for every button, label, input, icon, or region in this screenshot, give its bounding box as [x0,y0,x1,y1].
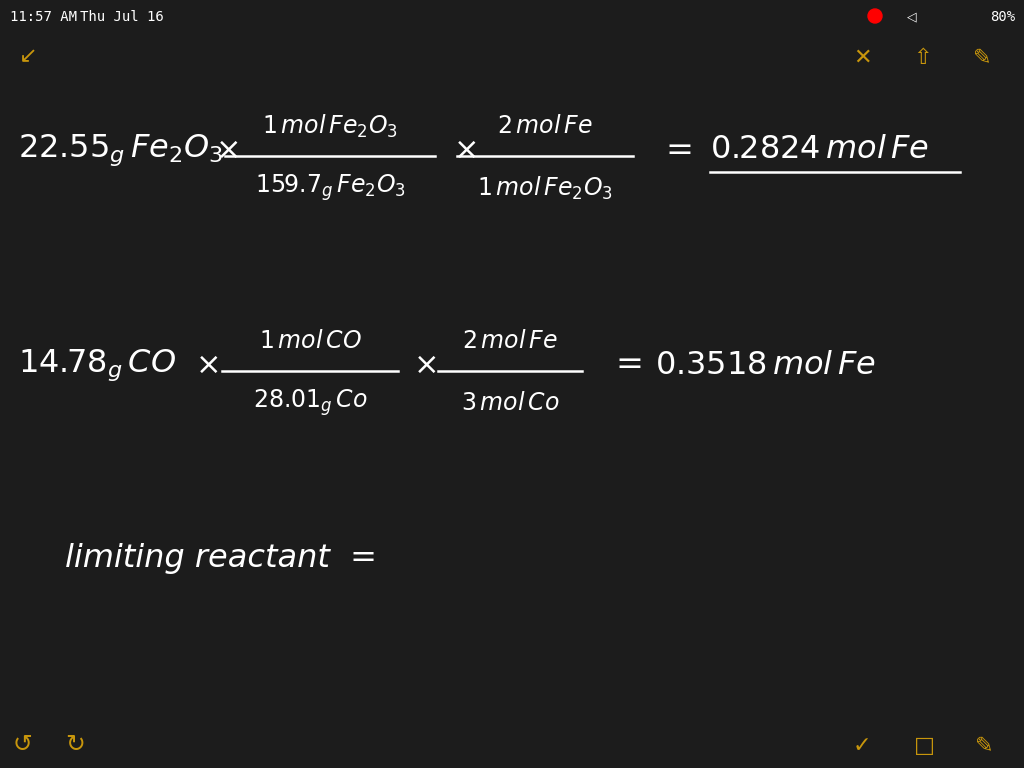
Text: ✕: ✕ [854,48,872,68]
Text: ✎: ✎ [975,736,993,756]
Text: $14.78_g\,CO$: $14.78_g\,CO$ [18,347,176,382]
Text: ↙: ↙ [18,46,37,66]
Text: $\times$: $\times$ [413,350,436,379]
Text: ✎: ✎ [973,48,991,68]
Text: $\times$: $\times$ [453,135,476,164]
Text: =: = [615,349,643,382]
Text: limiting reactant  =: limiting reactant = [65,542,377,574]
Text: $1\,mol\,Fe_2O_3$: $1\,mol\,Fe_2O_3$ [477,174,613,202]
Text: ✓: ✓ [853,736,871,756]
Text: 80%: 80% [990,10,1015,24]
Text: ◁: ◁ [907,10,916,23]
Text: ↻: ↻ [66,732,85,756]
Text: $22.55_g\,Fe_2O_3$: $22.55_g\,Fe_2O_3$ [18,132,223,167]
Text: $0.2824\,mol\,Fe$: $0.2824\,mol\,Fe$ [710,134,929,165]
Text: ⇧: ⇧ [913,48,932,68]
Text: $0.3518\,mol\,Fe$: $0.3518\,mol\,Fe$ [655,349,876,380]
Text: $2\,mol\,Fe$: $2\,mol\,Fe$ [497,114,593,138]
Text: $3\,mol\,Co$: $3\,mol\,Co$ [461,391,559,415]
Text: $\times$: $\times$ [215,135,239,164]
Text: $\times$: $\times$ [195,350,218,379]
Text: 11:57 AM: 11:57 AM [10,10,77,24]
Text: $1\,mol\,CO$: $1\,mol\,CO$ [258,329,361,353]
Text: =: = [665,134,693,167]
Text: Thu Jul 16: Thu Jul 16 [80,10,164,24]
Text: $28.01_g\,Co$: $28.01_g\,Co$ [253,388,368,419]
Text: ↺: ↺ [12,732,32,756]
Text: □: □ [913,736,935,756]
Text: $2\,mol\,Fe$: $2\,mol\,Fe$ [462,329,558,353]
Text: $159.7_g\,Fe_2O_3$: $159.7_g\,Fe_2O_3$ [255,173,406,204]
Text: $1\,mol\,Fe_2O_3$: $1\,mol\,Fe_2O_3$ [262,112,398,140]
Circle shape [868,9,882,23]
